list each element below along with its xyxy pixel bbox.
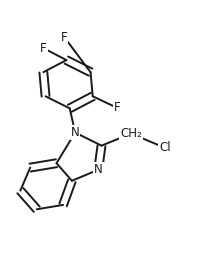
Text: Cl: Cl xyxy=(159,141,170,154)
Text: N: N xyxy=(70,126,79,139)
Text: F: F xyxy=(61,30,67,43)
Text: N: N xyxy=(93,163,102,176)
Text: F: F xyxy=(113,101,120,114)
Text: F: F xyxy=(40,42,46,55)
Text: CH₂: CH₂ xyxy=(120,127,141,140)
